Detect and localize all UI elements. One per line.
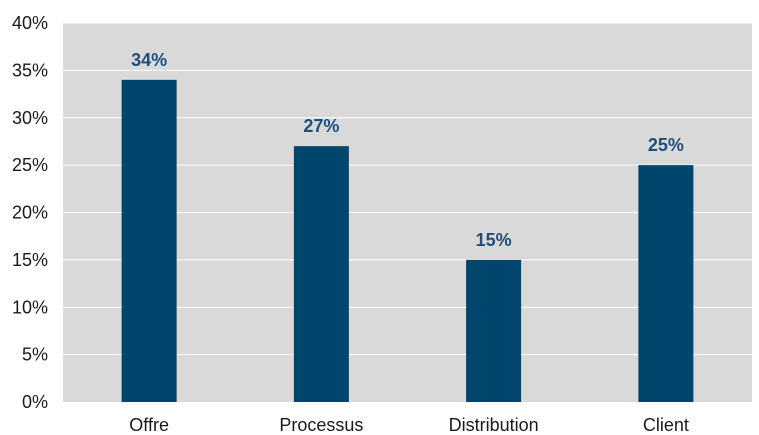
- bar-distribution: [466, 259, 522, 402]
- y-tick-label: 5%: [22, 345, 48, 365]
- bars: [121, 79, 694, 402]
- category-label-distribution: Distribution: [449, 415, 539, 435]
- y-tick-label: 20%: [12, 203, 48, 223]
- x-axis-categories: Offre Processus Distribution Client: [129, 415, 689, 435]
- y-tick-label: 30%: [12, 108, 48, 128]
- gridlines: [63, 22, 752, 356]
- y-tick-label: 40%: [12, 13, 48, 33]
- y-tick-label: 0%: [22, 392, 48, 412]
- bar-offre: [121, 79, 177, 402]
- category-label-processus: Processus: [279, 415, 363, 435]
- y-axis-ticks: 0% 5% 10% 15% 20% 25% 30% 35% 40%: [12, 13, 48, 412]
- category-label-offre: Offre: [129, 415, 169, 435]
- y-tick-label: 15%: [12, 250, 48, 270]
- data-labels: 34% 27% 15% 25%: [131, 50, 684, 250]
- data-label-client: 25%: [648, 135, 684, 155]
- data-label-distribution: 15%: [476, 230, 512, 250]
- y-tick-label: 25%: [12, 155, 48, 175]
- data-label-offre: 34%: [131, 50, 167, 70]
- y-tick-label: 10%: [12, 297, 48, 317]
- data-label-processus: 27%: [303, 116, 339, 136]
- bar-client: [638, 165, 694, 402]
- category-label-client: Client: [643, 415, 689, 435]
- bar-processus: [293, 146, 349, 402]
- y-tick-label: 35%: [12, 60, 48, 80]
